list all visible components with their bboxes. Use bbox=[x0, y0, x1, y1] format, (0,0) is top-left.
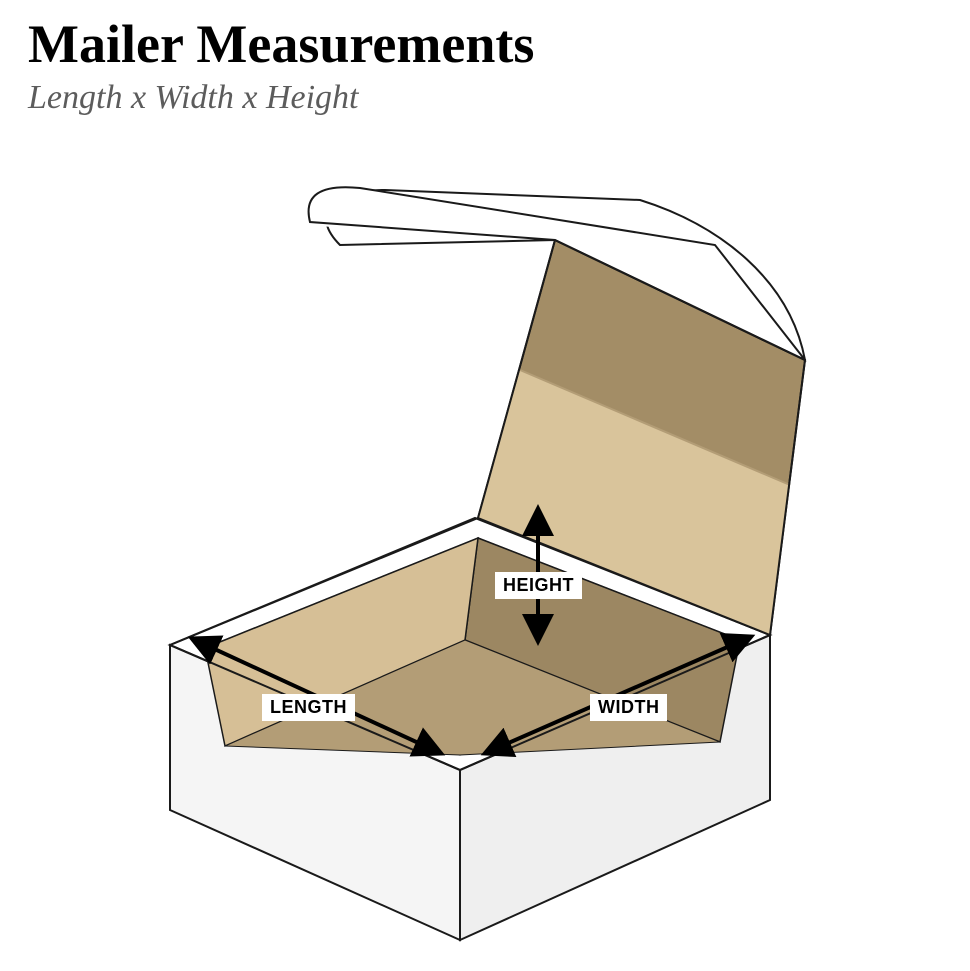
box-diagram: HEIGHT LENGTH WIDTH bbox=[0, 170, 970, 960]
label-width: WIDTH bbox=[590, 694, 667, 721]
box-svg bbox=[0, 170, 970, 960]
page-subtitle: Length x Width x Height bbox=[28, 79, 534, 117]
label-height: HEIGHT bbox=[495, 572, 582, 599]
label-length: LENGTH bbox=[262, 694, 355, 721]
page-title: Mailer Measurements bbox=[28, 16, 534, 73]
title-block: Mailer Measurements Length x Width x Hei… bbox=[28, 16, 534, 117]
